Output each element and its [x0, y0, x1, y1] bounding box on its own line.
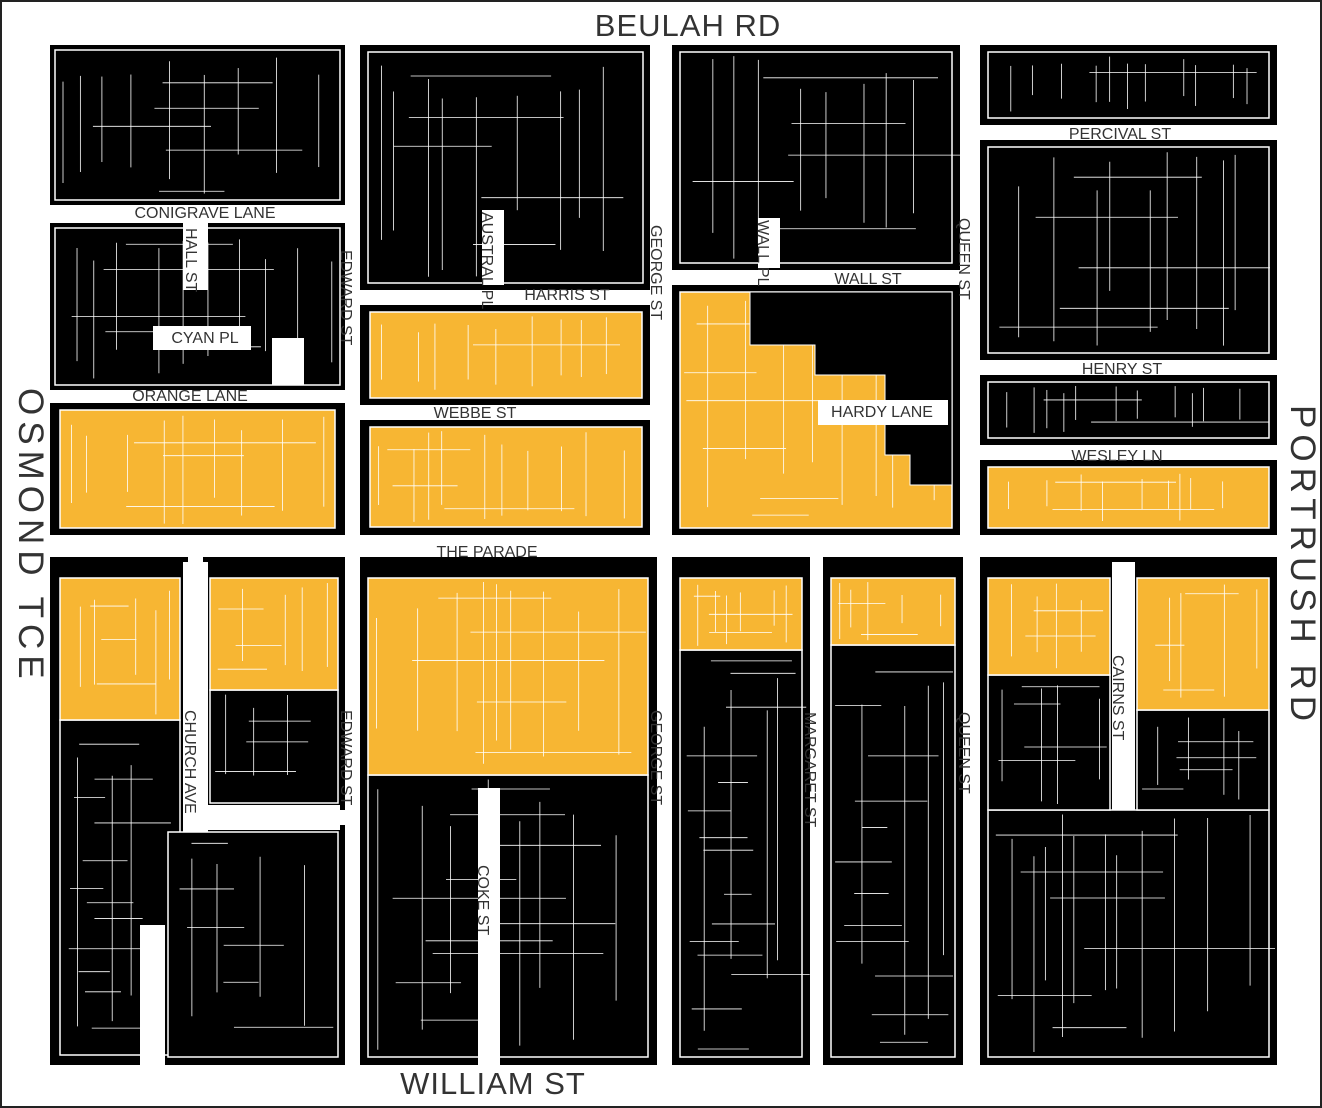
austral-pl [482, 210, 504, 285]
block [679, 649, 803, 1058]
block [830, 577, 956, 646]
block [209, 689, 339, 804]
block [1136, 577, 1270, 711]
street-label: HALL ST [182, 228, 199, 293]
church-ave [183, 562, 208, 832]
street-label: EDWARD ST [337, 250, 354, 346]
street-label: WESLEY LN [1071, 448, 1162, 465]
block [1136, 709, 1270, 811]
street-label: CYAN PL [171, 330, 238, 347]
block [59, 409, 336, 529]
street-label: AUSTRAL PL [478, 212, 495, 309]
labels: BEULAH RD WILLIAM ST OSMOND TCE PORTRUSH… [11, 8, 1322, 1101]
street-label: MARGARET ST [801, 712, 818, 828]
block [367, 774, 649, 1058]
street-label: THE PARADE [436, 544, 537, 561]
notch [272, 338, 304, 385]
wall-pl [758, 218, 780, 268]
street-label: WEBBE ST [434, 405, 517, 422]
street-label: WALL PL [754, 220, 771, 287]
block [209, 577, 339, 691]
block [987, 809, 1270, 1058]
street-label: CONIGRAVE LANE [134, 205, 275, 222]
street-label: OSMOND TCE [11, 388, 50, 685]
block [987, 674, 1111, 811]
block [987, 381, 1270, 439]
street-label: CAIRNS ST [1109, 655, 1126, 741]
street-label: HENRY ST [1082, 361, 1163, 378]
block [987, 146, 1270, 354]
block [369, 426, 643, 528]
street-gaps [140, 210, 1135, 1068]
street-label: QUEEN ST [955, 218, 972, 300]
block [987, 51, 1270, 119]
street-label: PERCIVAL ST [1069, 126, 1171, 143]
street-label: BEULAH RD [595, 8, 781, 43]
street-label: EDWARD ST [337, 710, 354, 806]
street-label: CHURCH AVE [181, 710, 198, 814]
street-label: HARDY LANE [831, 404, 933, 421]
street-label: PORTRUSH RD [1283, 405, 1322, 727]
cairns-st [1112, 562, 1135, 810]
block [367, 577, 649, 776]
block [59, 577, 181, 721]
block [749, 291, 953, 486]
block [987, 466, 1270, 529]
lane [183, 805, 340, 830]
hall-st [183, 210, 208, 290]
blocks [50, 45, 1277, 1065]
block [167, 831, 339, 1058]
street-label: GEORGE ST [647, 710, 664, 805]
street-label: WALL ST [834, 271, 902, 288]
block [679, 51, 953, 264]
street-label: GEORGE ST [647, 225, 664, 320]
street-label: ORANGE LANE [132, 388, 248, 405]
block [369, 311, 643, 399]
block [987, 577, 1111, 676]
hardy-lane-gap [818, 400, 948, 425]
street-label: COKE ST [474, 865, 491, 935]
lane-2 [140, 925, 165, 1065]
block [830, 644, 956, 1058]
cyan-pl-gap [153, 326, 251, 350]
coke-st [478, 788, 500, 1068]
block [54, 49, 341, 201]
block [367, 51, 644, 284]
street-label: HARRIS ST [524, 287, 610, 304]
street-label: WILLIAM ST [400, 1066, 586, 1101]
street-label: QUEEN ST [955, 712, 972, 794]
